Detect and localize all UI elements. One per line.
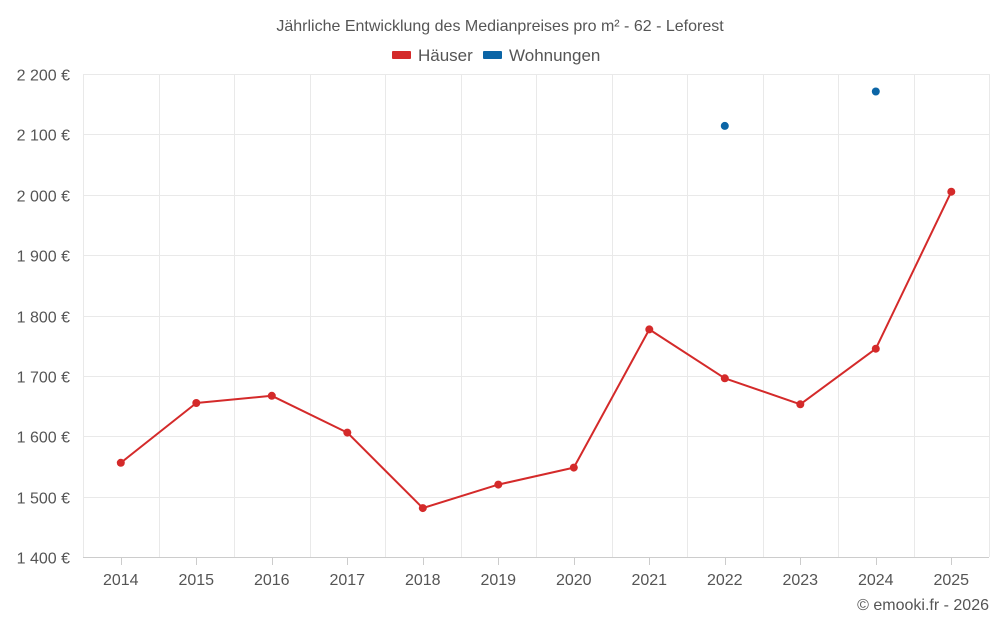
series-wohnungen xyxy=(720,87,880,130)
data-point-haeuser xyxy=(418,504,427,513)
y-tick-label: 2 100 € xyxy=(17,128,70,145)
x-axis: 2014 2015 2016 2017 2018 2019 2020 2021 2022 2023… xyxy=(83,557,989,589)
data-point-haeuser xyxy=(343,428,352,437)
legend-label-wohnungen: Wohnungen xyxy=(509,46,600,65)
data-point-haeuser xyxy=(645,325,654,334)
x-tick-label: 2015 xyxy=(178,572,214,589)
legend[interactable]: Häuser Wohnungen xyxy=(392,46,600,65)
x-tick-label: 2024 xyxy=(858,572,894,589)
x-tick-label: 2021 xyxy=(631,572,667,589)
data-point-haeuser xyxy=(796,400,805,409)
y-tick-label: 1 700 € xyxy=(17,370,70,387)
data-point-wohnungen xyxy=(720,121,729,130)
legend-label-haeuser: Häuser xyxy=(418,46,473,65)
legend-swatch-wohnungen xyxy=(483,51,502,59)
y-tick-label: 2 000 € xyxy=(17,189,70,206)
data-point-haeuser xyxy=(720,374,729,383)
x-tick-label: 2016 xyxy=(254,572,290,589)
x-tick-label: 2014 xyxy=(103,572,139,589)
data-point-haeuser xyxy=(569,463,578,472)
y-tick-label: 2 200 € xyxy=(17,68,70,85)
data-point-haeuser xyxy=(116,458,125,467)
data-point-haeuser xyxy=(947,187,956,196)
y-tick-label: 1 600 € xyxy=(17,430,70,447)
series-layer xyxy=(116,87,956,513)
x-tick-label: 2019 xyxy=(480,572,516,589)
grid xyxy=(83,74,990,557)
series-haeuser xyxy=(116,187,956,513)
y-tick-label: 1 500 € xyxy=(17,491,70,508)
x-tick-label: 2020 xyxy=(556,572,592,589)
data-point-haeuser xyxy=(192,399,201,407)
data-point-wohnungen xyxy=(871,87,880,96)
y-tick-label: 1 900 € xyxy=(17,249,70,266)
x-tick-label: 2022 xyxy=(707,572,743,589)
data-point-haeuser xyxy=(871,344,880,353)
data-point-haeuser xyxy=(494,480,503,489)
data-point-haeuser xyxy=(267,391,276,400)
y-tick-label: 1 400 € xyxy=(17,551,70,568)
chart-title: Jährliche Entwicklung des Medianpreises … xyxy=(276,18,724,35)
legend-swatch-haeuser xyxy=(392,51,411,59)
x-tick-label: 2017 xyxy=(329,572,365,589)
x-tick-label: 2023 xyxy=(782,572,818,589)
y-axis: 1 400 € 1 500 € 1 600 € 1 700 € 1 800 € 1 900… xyxy=(17,68,70,568)
x-tick-label: 2018 xyxy=(405,572,441,589)
y-tick-label: 1 800 € xyxy=(17,310,70,327)
credit-text: © emooki.fr - 2026 xyxy=(857,597,989,614)
series-line-haeuser xyxy=(120,191,953,510)
legend-item-haeuser[interactable]: Häuser xyxy=(392,46,473,65)
legend-item-wohnungen[interactable]: Wohnungen xyxy=(483,46,600,65)
x-tick-label: 2025 xyxy=(933,572,969,589)
